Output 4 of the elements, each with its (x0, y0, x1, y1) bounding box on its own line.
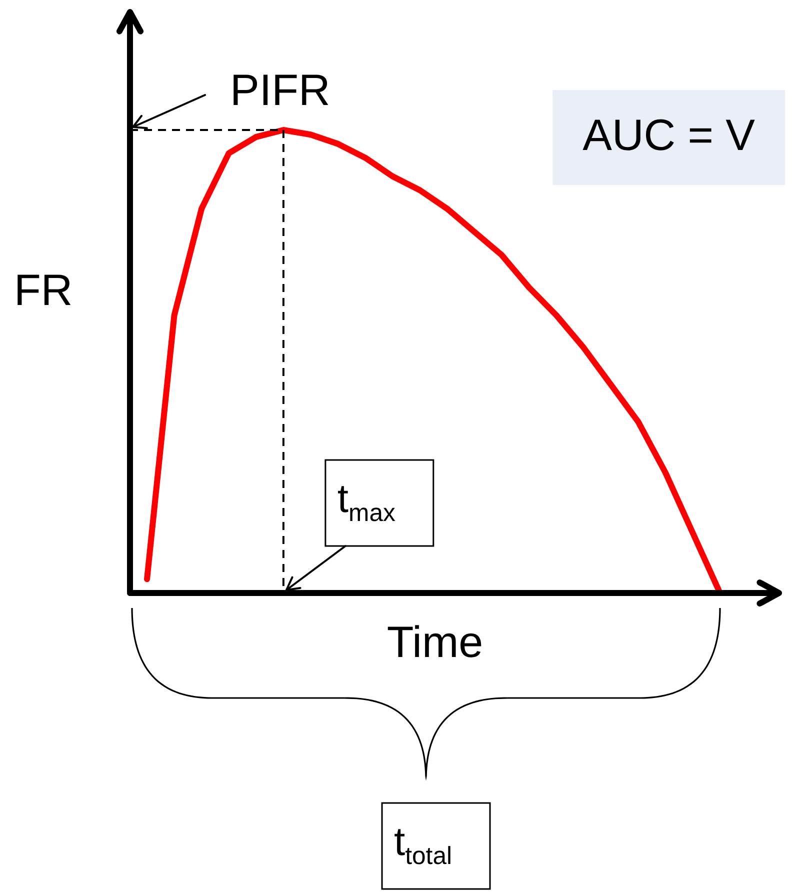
y-axis-title: FR (14, 266, 73, 316)
text: PIFR (230, 66, 330, 115)
annotation: AUC = V (582, 111, 756, 160)
x-axis-title: Time (386, 618, 484, 668)
